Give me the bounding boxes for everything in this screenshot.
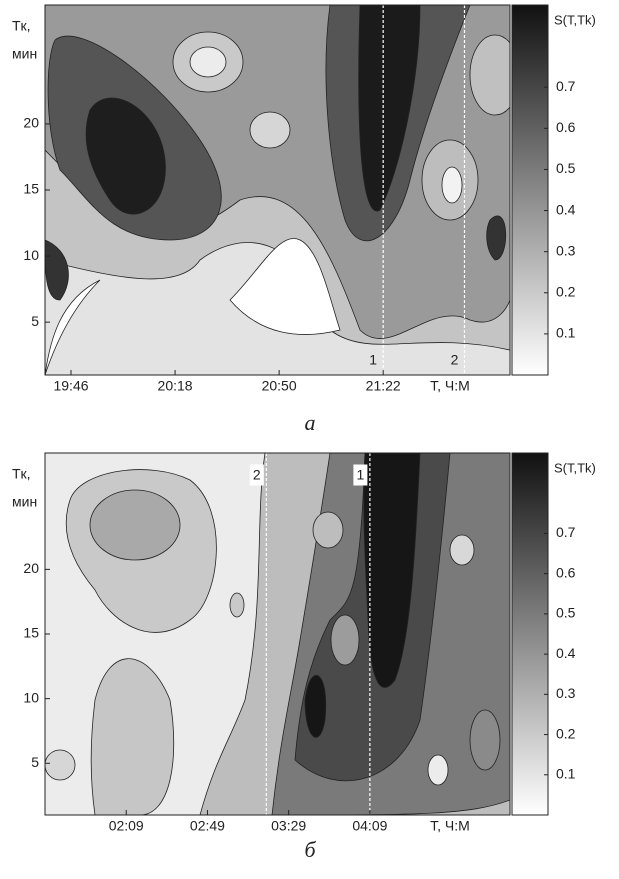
marker-label: 1 xyxy=(369,352,377,368)
marker-label: 2 xyxy=(253,467,261,483)
x-axis-label: T, Ч:М xyxy=(430,818,470,834)
colorbar-tick-label: 0.2 xyxy=(556,283,576,299)
x-tick-label: 03:29 xyxy=(271,818,306,834)
y-tick-label: 10 xyxy=(23,689,39,705)
colorbar-tick-label: 0.4 xyxy=(556,645,576,661)
y-axis-unit: мин xyxy=(12,46,37,62)
y-tick-label: 20 xyxy=(23,115,39,131)
marker-label-box xyxy=(249,464,264,486)
y-axis-unit: мин xyxy=(12,494,37,510)
colorbar-tick-label: 0.3 xyxy=(556,685,576,701)
colorbar-tick-label: 0.6 xyxy=(556,119,576,135)
x-tick-label: 02:09 xyxy=(109,818,144,834)
colorbar-tick-label: 0.1 xyxy=(556,325,576,341)
marker-label-box xyxy=(353,464,368,486)
colorbar-label: S(T,Tk) xyxy=(554,12,596,27)
y-axis-label: Tк, xyxy=(12,18,31,34)
y-tick-label: 15 xyxy=(23,625,39,641)
caption: а xyxy=(305,410,316,435)
contour-field xyxy=(45,453,510,815)
colorbar-label: S(T,Tk) xyxy=(554,460,596,475)
y-tick-label: 5 xyxy=(31,754,39,770)
x-tick-label: 19:46 xyxy=(53,378,88,394)
colorbar-tick-label: 0.7 xyxy=(556,78,576,94)
y-axis-label: Tк, xyxy=(12,466,31,482)
colorbar-tick-label: 0.2 xyxy=(556,725,576,741)
x-tick-label: 20:50 xyxy=(262,378,297,394)
x-tick-label: 20:18 xyxy=(158,378,193,394)
colorbar-tick-label: 0.7 xyxy=(556,524,576,540)
x-tick-label: 21:22 xyxy=(366,378,401,394)
colorbar-tick-label: 0.3 xyxy=(556,242,576,258)
y-tick-label: 10 xyxy=(23,247,39,263)
colorbar xyxy=(511,4,549,376)
contour-field xyxy=(45,5,510,375)
x-tick-label: 04:09 xyxy=(352,818,387,834)
caption: б xyxy=(304,837,316,862)
marker-label: 1 xyxy=(356,467,364,483)
colorbar-tick-label: 0.5 xyxy=(556,605,576,621)
colorbar-tick-label: 0.4 xyxy=(556,201,576,217)
colorbar xyxy=(511,452,549,816)
y-tick-label: 15 xyxy=(23,181,39,197)
colorbar-tick-label: 0.6 xyxy=(556,564,576,580)
colorbar-tick-label: 0.1 xyxy=(556,765,576,781)
x-tick-label: 02:49 xyxy=(190,818,225,834)
marker-label: 2 xyxy=(451,352,459,368)
y-tick-label: 20 xyxy=(23,560,39,576)
y-tick-label: 5 xyxy=(31,313,39,329)
colorbar-tick-label: 0.5 xyxy=(556,160,576,176)
x-axis-label: T, Ч:М xyxy=(430,378,470,394)
